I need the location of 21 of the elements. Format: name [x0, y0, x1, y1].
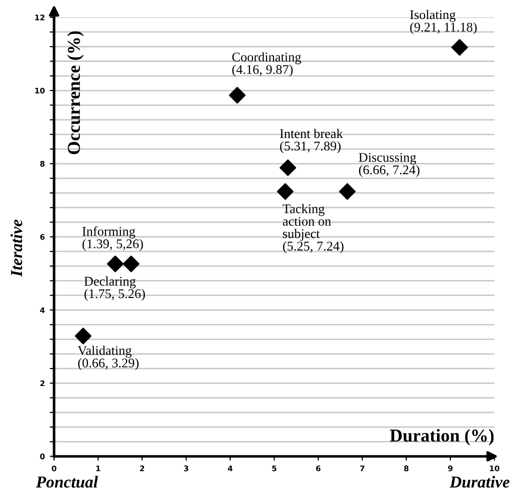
annotation: Validating (0.66, 3.29) [78, 346, 139, 370]
annotation: Discussing (6.66, 7.24) [358, 152, 420, 177]
annotation: Intent break (5.31, 7.89) [280, 128, 343, 154]
point [74, 328, 92, 344]
text: Iterative [10, 220, 22, 277]
point [106, 256, 124, 272]
annotation: Coordinating (4.16, 9.87) [232, 52, 302, 77]
point [122, 256, 140, 272]
point [280, 159, 296, 176]
y-axis-title: Occurrence (%) [67, 31, 84, 154]
point [228, 86, 246, 104]
point [339, 183, 356, 200]
point [451, 39, 468, 56]
text: Ponctual [36, 476, 98, 488]
annotation: Declaring (1.75, 5.26) [84, 276, 145, 301]
x-axis-title: Duration (%) [390, 428, 494, 446]
annotation: Informing (1.39, 5,26) [82, 226, 143, 251]
annotation: Tacking action on subject (5.25, 7.24) [282, 204, 344, 254]
point [276, 183, 294, 200]
annotation: Isolating (9.21, 11.18) [410, 10, 477, 34]
text: Durative [450, 476, 510, 488]
